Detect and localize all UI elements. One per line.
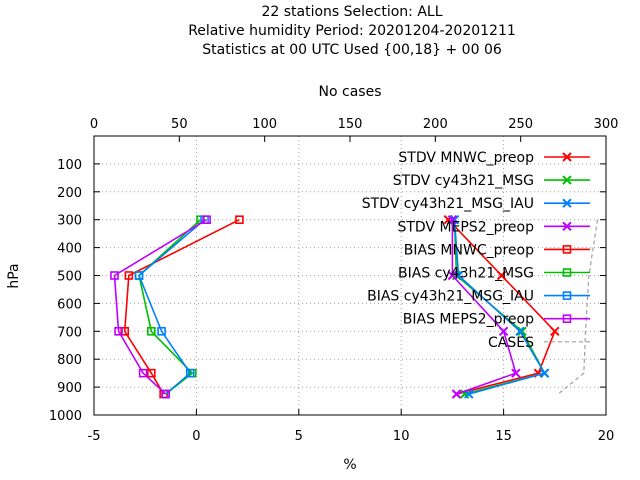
data-point — [498, 326, 509, 337]
y-tick-label: 200 — [57, 186, 82, 201]
x2-tick-label: 100 — [252, 117, 277, 132]
data-point — [134, 271, 144, 280]
title-line-2: Relative humidity Period: 20201204-20201… — [188, 23, 516, 39]
series-line — [138, 219, 202, 395]
series-4 — [447, 214, 521, 399]
legend-label: BIAS MNWC_preop — [404, 242, 534, 258]
x-tick-label: 5 — [295, 429, 303, 444]
data-point — [110, 271, 119, 280]
title-line-3: Statistics at 00 UTC Used {00,18} + 00 0… — [202, 42, 502, 58]
legend-label: CASES — [488, 335, 534, 351]
x-tick-label: 20 — [598, 429, 615, 444]
series-line — [123, 218, 240, 395]
data-point — [517, 326, 527, 337]
axis-ticks: -5 0 5 10 15 200 50 100 150 200 250 300100200300400… — [49, 117, 619, 444]
data-point — [157, 326, 166, 336]
legend-marker — [562, 221, 572, 232]
x-tick-label: 15 — [495, 429, 512, 444]
data-point — [202, 215, 211, 224]
legend-label: STDV MEPS2_preop — [397, 219, 534, 235]
x2-tick-label: 200 — [423, 117, 448, 132]
data-point — [185, 368, 195, 378]
data-point — [515, 326, 525, 337]
legend-marker — [562, 175, 572, 185]
legend: STDV MNWC_preop STDV cy43h21_MSG STDV cy43… — [362, 150, 590, 351]
cases-line — [557, 219, 599, 395]
legend-marker — [562, 152, 572, 162]
data-point — [550, 326, 560, 337]
legend-marker — [562, 291, 572, 300]
data-point — [539, 368, 550, 378]
x2-tick-label: 150 — [338, 117, 363, 132]
data-point — [511, 368, 521, 378]
y-tick-label: 800 — [57, 353, 82, 368]
cases-series — [557, 219, 599, 395]
x2-tick-label: 50 — [171, 117, 188, 132]
data-point — [114, 326, 123, 336]
y-tick-label: 300 — [57, 214, 82, 229]
x2-tick-label: 0 — [90, 117, 98, 132]
y-axis-label: hPa — [6, 263, 22, 288]
legend-marker — [562, 245, 572, 254]
x-tick-label: 10 — [393, 429, 410, 444]
y-tick-label: 1000 — [49, 409, 82, 424]
legend-label: STDV cy43h21_MSG — [393, 173, 534, 189]
grid — [94, 136, 606, 415]
data-point — [161, 389, 170, 399]
y-tick-label: 700 — [57, 325, 82, 340]
data-point — [235, 215, 244, 224]
y-tick-label: 400 — [57, 242, 82, 257]
x-tick-label: 0 — [192, 429, 200, 444]
series-group — [110, 214, 560, 399]
x2-tick-label: 250 — [508, 117, 533, 132]
chart-title: 22 stations Selection: ALL Relative humi… — [188, 4, 516, 58]
y-tick-label: 500 — [57, 270, 82, 285]
y-tick-label: 100 — [57, 158, 82, 173]
data-point — [496, 270, 507, 281]
data-point — [124, 271, 134, 280]
legend-marker — [562, 268, 572, 277]
x2-axis-label: No cases — [319, 84, 382, 100]
legend-label: STDV MNWC_preop — [398, 150, 534, 166]
data-point — [138, 368, 148, 378]
data-point — [147, 326, 156, 336]
data-point — [447, 214, 458, 225]
series-8 — [110, 215, 211, 399]
data-point — [147, 368, 156, 378]
series-line — [113, 219, 208, 395]
data-point — [447, 270, 458, 281]
data-point — [120, 326, 130, 336]
series-3 — [449, 214, 550, 399]
x2-tick-label: 300 — [594, 117, 619, 132]
legend-marker — [562, 198, 572, 208]
y-tick-label: 600 — [57, 297, 82, 312]
legend-label: BIAS cy43h21_MSG — [398, 266, 534, 282]
y-tick-label: 900 — [57, 381, 82, 396]
x-tick-label: -5 — [88, 429, 101, 444]
plot-frame — [93, 135, 607, 416]
legend-label: BIAS MEPS2_preop — [403, 312, 534, 328]
legend-marker — [562, 314, 572, 324]
title-line-1: 22 stations Selection: ALL — [261, 4, 442, 20]
data-point — [451, 389, 462, 399]
legend-label: STDV cy43h21_MSG_IAU — [362, 196, 534, 212]
series-line — [138, 219, 206, 395]
legend-label: BIAS cy43h21_MSG_IAU — [367, 289, 534, 305]
x-axis-label: % — [343, 457, 356, 473]
